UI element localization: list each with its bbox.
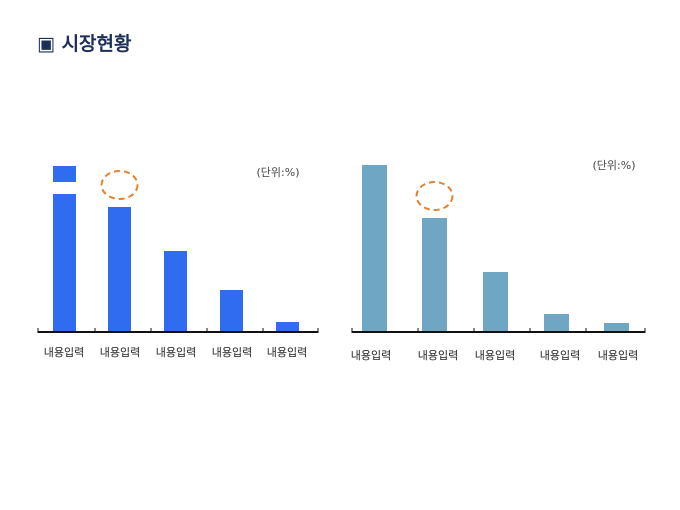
chart2-bar-2 xyxy=(422,218,447,331)
chart2-category-label: 내용입력 xyxy=(351,349,391,362)
chart2-highlight-circle xyxy=(415,181,454,211)
chart1-category-label: 내용입력 xyxy=(267,346,307,359)
page-title: ▣ 시장현황 xyxy=(37,33,132,55)
chart1-category-label: 내용입력 xyxy=(44,346,84,359)
chart1-bar-1-top xyxy=(53,166,76,182)
chart2-category-label: 내용입력 xyxy=(475,349,515,362)
chart1-bar-3 xyxy=(164,251,187,331)
chart1-highlight-circle xyxy=(100,170,139,200)
chart1-unit-label: (단위:%) xyxy=(257,166,300,179)
chart1-bar-2 xyxy=(108,207,131,331)
chart2-bar-5 xyxy=(604,323,629,331)
chart1-category-label: 내용입력 xyxy=(100,346,140,359)
chart1-category-label: 내용입력 xyxy=(212,346,252,359)
chart1-bar-5 xyxy=(276,322,299,331)
chart1-category-label: 내용입력 xyxy=(156,346,196,359)
chart1-bar-1 xyxy=(53,194,76,331)
chart1-bar-4 xyxy=(220,290,243,331)
chart2-unit-label: (단위:%) xyxy=(593,159,636,172)
chart2-category-label: 내용입력 xyxy=(418,349,458,362)
chart2-bar-3 xyxy=(483,272,508,331)
chart2-category-label: 내용입력 xyxy=(540,349,580,362)
chart2-category-label: 내용입력 xyxy=(598,349,638,362)
chart2-bar-4 xyxy=(544,314,569,331)
chart2-bar-1 xyxy=(362,165,387,331)
